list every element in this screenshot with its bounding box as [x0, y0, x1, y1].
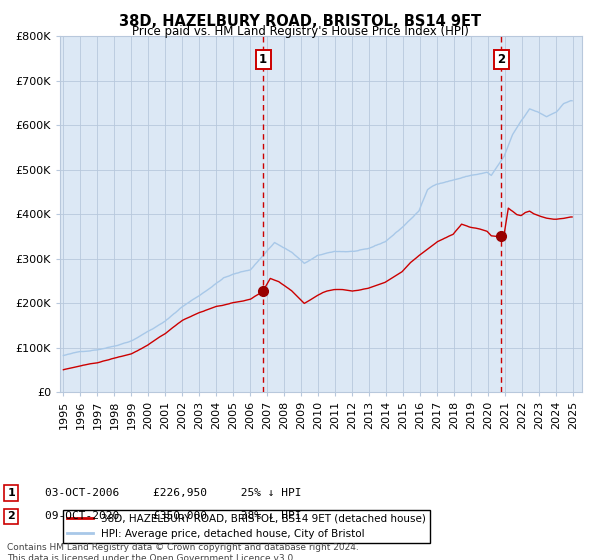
Text: 38D, HAZELBURY ROAD, BRISTOL, BS14 9ET: 38D, HAZELBURY ROAD, BRISTOL, BS14 9ET: [119, 14, 481, 29]
Text: 09-OCT-2020     £350,000     38% ↓ HPI: 09-OCT-2020 £350,000 38% ↓ HPI: [45, 511, 302, 521]
Text: Price paid vs. HM Land Registry's House Price Index (HPI): Price paid vs. HM Land Registry's House …: [131, 25, 469, 38]
Legend: 38D, HAZELBURY ROAD, BRISTOL, BS14 9ET (detached house), HPI: Average price, det: 38D, HAZELBURY ROAD, BRISTOL, BS14 9ET (…: [62, 510, 430, 543]
Text: 1: 1: [7, 488, 15, 498]
Text: 2: 2: [7, 511, 15, 521]
Text: Contains HM Land Registry data © Crown copyright and database right 2024.
This d: Contains HM Land Registry data © Crown c…: [7, 543, 359, 560]
Text: 1: 1: [259, 53, 267, 66]
Text: 2: 2: [497, 53, 505, 66]
Text: 03-OCT-2006     £226,950     25% ↓ HPI: 03-OCT-2006 £226,950 25% ↓ HPI: [45, 488, 302, 498]
